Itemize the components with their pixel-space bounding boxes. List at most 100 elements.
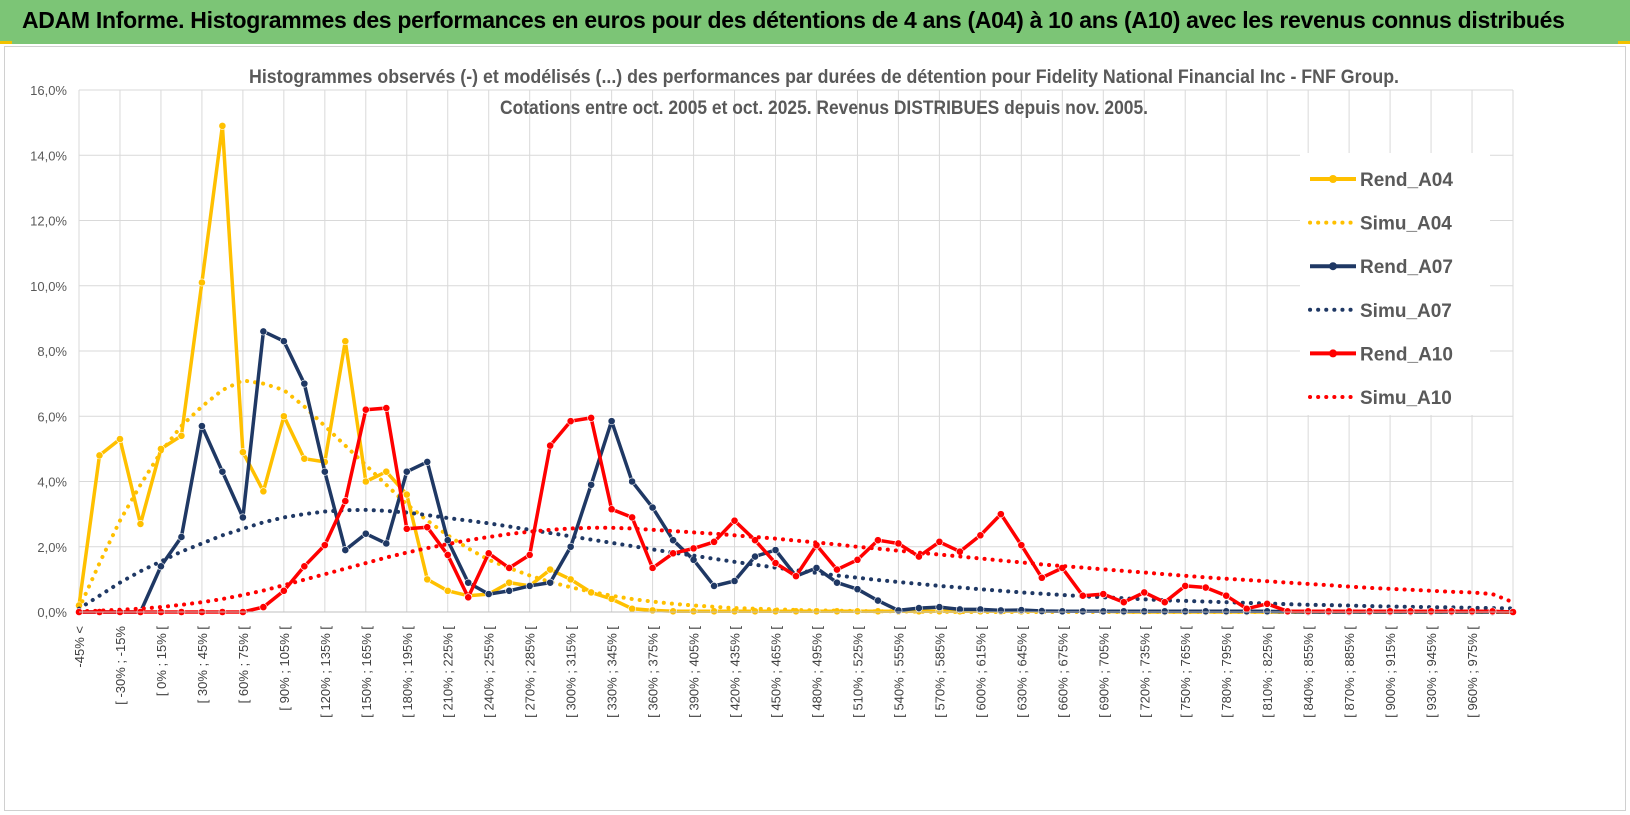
x-tick-label: [ 0% ; 15% [ (154, 626, 169, 696)
data-point-Rend_A07 (218, 467, 227, 476)
data-point-Rend_A07 (1222, 607, 1231, 616)
data-point-Rend_A07 (279, 337, 288, 346)
data-point-Rend_A10 (566, 417, 575, 426)
x-tick-label: [ 630% ; 645% [ (1014, 626, 1029, 718)
data-point-Rend_A07 (1140, 607, 1149, 616)
data-point-Rend_A07 (546, 578, 555, 587)
data-point-Rend_A04 (423, 575, 432, 584)
data-point-Rend_A07 (607, 417, 616, 426)
x-tick-label: [ 210% ; 225% [ (441, 626, 456, 718)
data-point-Rend_A04 (546, 565, 555, 574)
data-point-Rend_A10 (1386, 607, 1394, 616)
data-point-Rend_A07 (751, 552, 759, 561)
x-tick-label: [ 810% ; 825% [ (1260, 626, 1275, 718)
data-point-Rend_A07 (259, 327, 268, 336)
data-point-Rend_A10 (1078, 591, 1087, 600)
data-point-Rend_A10 (1263, 599, 1272, 608)
data-point-Rend_A10 (1447, 607, 1456, 616)
data-point-Rend_A10 (1324, 607, 1333, 616)
data-point-Rend_A07 (894, 606, 903, 615)
data-point-Rend_A04 (95, 451, 104, 460)
data-point-Rend_A07 (730, 577, 739, 585)
data-point-Rend_A10 (361, 405, 370, 414)
x-tick-label: [ 540% ; 555% [ (891, 626, 906, 718)
data-point-Rend_A07 (1058, 607, 1067, 616)
title-banner: ADAM Informe. Histogrammes des performan… (0, 0, 1630, 44)
corner-mark-right (1618, 41, 1630, 44)
data-point-Rend_A04 (116, 435, 124, 443)
data-point-Rend_A04 (689, 607, 698, 616)
data-point-Rend_A10 (1304, 607, 1313, 616)
data-point-Rend_A10 (279, 586, 288, 595)
legend-marker-Rend_A07 (1329, 262, 1337, 271)
corner-mark-left (0, 41, 12, 44)
data-point-Rend_A04 (279, 412, 288, 421)
x-tick-label: [ -30% ; -15% (113, 626, 128, 705)
data-point-Rend_A10 (341, 497, 350, 505)
x-tick-label: [ 150% ; 165% [ (359, 626, 374, 718)
x-tick-label: [ 390% ; 405% [ (687, 626, 702, 718)
legend-background (1300, 153, 1490, 415)
x-tick-label: [ 450% ; 465% [ (769, 626, 784, 718)
y-tick-label: 12,0% (30, 214, 67, 229)
data-point-Rend_A07 (587, 480, 596, 489)
data-point-Rend_A07 (361, 529, 370, 538)
x-tick-label: [ 960% ; 975% [ (1465, 626, 1480, 718)
y-tick-label: 10,0% (30, 279, 67, 294)
data-point-Rend_A10 (894, 539, 903, 548)
data-point-Rend_A07 (566, 542, 575, 551)
chart-title: Histogrammes observés (-) et modélisés (… (249, 67, 1399, 88)
x-tick-label: [ 780% ; 795% [ (1219, 626, 1234, 718)
legend-label-Rend_A07: Rend_A07 (1360, 257, 1453, 278)
series-line-Simu_A10 (77, 525, 1515, 614)
data-point-Rend_A07 (1017, 606, 1026, 614)
data-point-Rend_A04 (238, 448, 247, 457)
data-point-Rend_A10 (1365, 607, 1374, 616)
data-point-Rend_A07 (484, 590, 493, 598)
data-point-Rend_A10 (382, 404, 391, 412)
data-point-Rend_A04 (300, 454, 309, 463)
data-point-Rend_A07 (976, 605, 985, 614)
data-point-Rend_A04 (341, 337, 350, 346)
data-point-Rend_A07 (157, 562, 165, 571)
data-point-Rend_A10 (792, 572, 800, 581)
data-point-Rend_A10 (1160, 598, 1169, 607)
data-point-Rend_A10 (1468, 607, 1476, 616)
x-tick-label: [ 900% ; 915% [ (1383, 626, 1398, 718)
data-point-Rend_A10 (1283, 607, 1292, 616)
data-point-Rend_A10 (833, 565, 841, 574)
data-point-Rend_A04 (177, 431, 186, 440)
y-tick-label: 6,0% (37, 409, 67, 424)
data-point-Rend_A10 (976, 531, 985, 540)
legend-label-Rend_A10: Rend_A10 (1360, 344, 1453, 365)
data-point-Rend_A07 (669, 536, 677, 545)
x-tick-label: [ 180% ; 195% [ (400, 626, 415, 718)
y-tick-label: 8,0% (37, 344, 67, 359)
data-point-Rend_A07 (402, 467, 411, 476)
x-tick-label: [ 60% ; 75% [ (236, 626, 251, 704)
data-point-Rend_A10 (669, 549, 677, 558)
data-point-Rend_A10 (1242, 604, 1251, 613)
x-tick-label: [ 330% ; 345% [ (605, 626, 620, 718)
chart-subtitle: Cotations entre oct. 2005 et oct. 2025. … (500, 98, 1148, 119)
data-point-Rend_A04 (607, 595, 616, 603)
data-point-Rend_A10 (1099, 590, 1108, 598)
y-tick-label: 14,0% (30, 148, 67, 163)
x-tick-label: [ 120% ; 135% [ (318, 626, 333, 718)
data-point-Rend_A07 (833, 578, 841, 587)
x-tick-label: [ 300% ; 315% [ (564, 626, 579, 718)
x-tick-label: [ 420% ; 435% [ (728, 626, 743, 718)
data-point-Rend_A10 (1201, 583, 1210, 592)
data-point-Rend_A10 (1222, 591, 1231, 600)
data-point-Rend_A10 (607, 505, 616, 514)
data-point-Rend_A10 (443, 551, 452, 559)
data-point-Rend_A07 (935, 603, 944, 612)
data-point-Rend_A10 (996, 510, 1005, 519)
data-point-Rend_A07 (955, 605, 964, 614)
data-point-Rend_A10 (1345, 607, 1354, 616)
y-tick-label: 4,0% (37, 475, 67, 490)
data-point-Rend_A10 (300, 562, 309, 571)
data-point-Rend_A10 (320, 541, 329, 550)
data-point-Rend_A07 (177, 533, 186, 541)
legend-label-Simu_A10: Simu_A10 (1360, 388, 1452, 409)
